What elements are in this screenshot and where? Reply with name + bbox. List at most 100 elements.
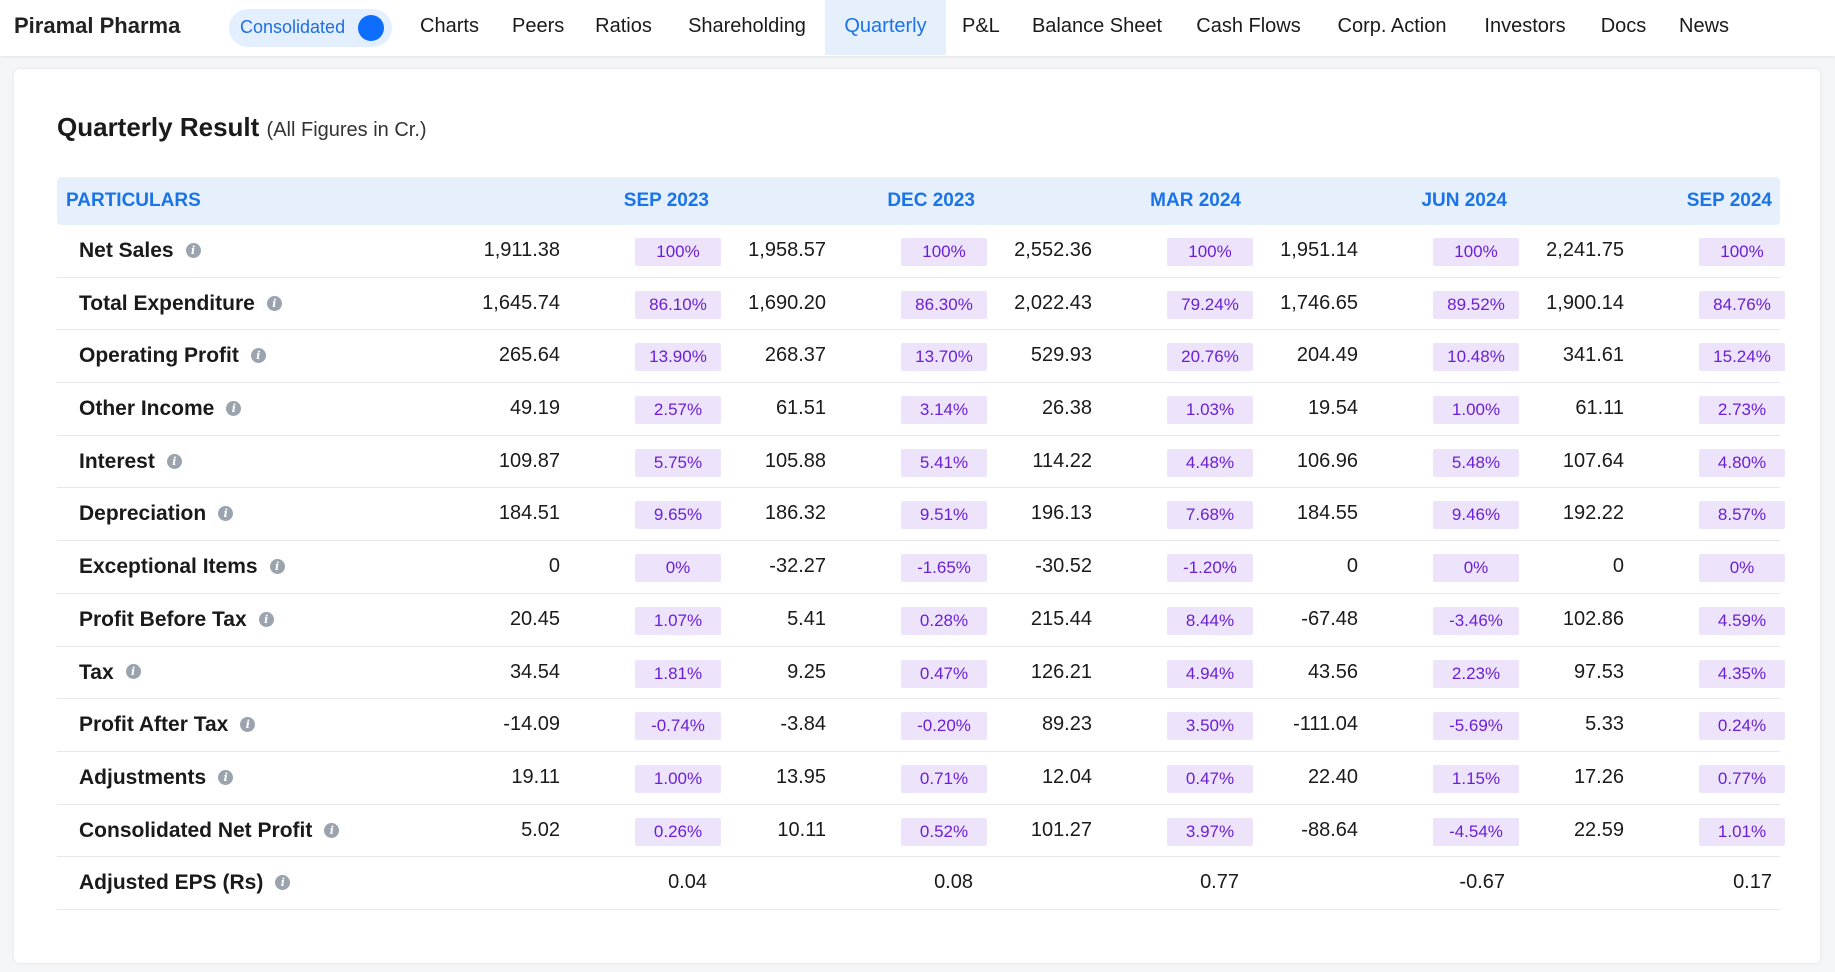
percent-badge: 100% <box>1167 238 1253 266</box>
percent-badge: 0% <box>635 554 721 583</box>
row-label: Profit After Tax i <box>79 699 256 750</box>
info-icon[interactable]: i <box>269 559 285 575</box>
percent-badge: 20.76% <box>1167 343 1253 372</box>
toggle-knob[interactable] <box>358 15 384 41</box>
tab-quarterly[interactable]: Quarterly <box>825 0 946 55</box>
company-name[interactable]: Piramal Pharma <box>14 13 181 38</box>
info-icon[interactable]: i <box>166 453 182 469</box>
cell-value: 184.51 <box>498 502 560 525</box>
percent-badge: 1.15% <box>1433 764 1519 793</box>
quarterly-result-card: Quarterly Result (All Figures in Cr.) PA… <box>14 69 1820 963</box>
info-icon[interactable]: i <box>258 611 274 627</box>
percent-badge: 0.71% <box>901 764 987 793</box>
cell-value: 186.32 <box>764 502 826 525</box>
percent-badge: 1.00% <box>635 764 721 793</box>
tab-p-l[interactable]: P&L <box>962 15 1000 37</box>
info-icon[interactable]: i <box>275 875 291 891</box>
section-subtitle: (All Figures in Cr.) <box>266 119 427 141</box>
percent-badge: 9.46% <box>1433 501 1519 530</box>
cell-value: 2,241.75 <box>1546 239 1624 261</box>
row-label-text: Adjustments <box>79 765 207 789</box>
percent-badge: 2.23% <box>1433 659 1519 688</box>
row-label: Profit Before Tax i <box>79 594 274 645</box>
cell-value: 5.02 <box>521 818 560 841</box>
percent-badge: 4.80% <box>1699 448 1785 477</box>
percent-badge: 3.14% <box>901 396 987 425</box>
percent-badge: 10.48% <box>1433 343 1519 372</box>
info-icon[interactable]: i <box>218 769 234 785</box>
row-label: Total Expenditure i <box>79 278 282 329</box>
cell-value: 0.04 <box>668 871 707 894</box>
consolidated-toggle[interactable]: Consolidated <box>229 9 392 47</box>
cell-value: 114.22 <box>1032 449 1092 472</box>
percent-badge: 4.35% <box>1699 659 1785 688</box>
percent-badge: -0.20% <box>901 712 987 741</box>
row-label: Adjustments i <box>79 752 234 803</box>
cell-value: 0 <box>548 555 560 578</box>
cell-value: 0.17 <box>1733 871 1772 894</box>
tab-news[interactable]: News <box>1679 15 1730 37</box>
percent-badge: 0.47% <box>901 659 987 688</box>
info-icon[interactable]: i <box>324 822 340 838</box>
tab-cash-flows[interactable]: Cash Flows <box>1196 15 1301 37</box>
info-icon[interactable]: i <box>218 506 234 522</box>
table-row: Interest i 109.87 5.75% 105.88 5.41% 114.22 4.4… <box>57 436 1785 489</box>
cell-value: -111.04 <box>1293 713 1358 736</box>
cell-value: 0.08 <box>934 871 973 894</box>
percent-badge: 2.57% <box>635 396 721 425</box>
row-label: Consolidated Net Profit i <box>79 805 340 856</box>
cell-value: 19.11 <box>511 765 560 788</box>
percent-badge: 3.50% <box>1167 712 1253 741</box>
cell-value: -67.48 <box>1301 607 1358 630</box>
cell-value: 341.61 <box>1562 344 1624 367</box>
column-header: DEC 2023 <box>887 190 975 211</box>
row-label-text: Depreciation <box>79 502 207 526</box>
percent-badge: 4.48% <box>1167 448 1253 477</box>
info-icon[interactable]: i <box>240 717 256 733</box>
cell-value: -14.09 <box>503 713 560 736</box>
info-icon[interactable]: i <box>250 348 266 364</box>
percent-badge: -4.54% <box>1433 817 1519 846</box>
cell-value: 43.56 <box>1307 660 1358 683</box>
particulars-header: PARTICULARS <box>66 190 201 211</box>
cell-value: 61.11 <box>1575 397 1624 420</box>
percent-badge: -0.74% <box>635 712 721 741</box>
percent-badge: 8.57% <box>1699 501 1785 530</box>
tab-charts[interactable]: Charts <box>420 15 479 37</box>
cell-value: 5.41 <box>787 607 826 630</box>
cell-value: 105.88 <box>764 449 826 472</box>
cell-value: -3.84 <box>780 713 826 736</box>
table-row: Total Expenditure i 1,645.74 86.10% 1,690.20… <box>57 278 1785 331</box>
percent-badge: 0.77% <box>1699 764 1785 793</box>
tab-investors[interactable]: Investors <box>1484 15 1566 37</box>
table-row: Other Income i 49.19 2.57% 61.51 3.14% 26.38 1.… <box>57 383 1785 436</box>
table-row: Operating Profit i 265.64 13.90% 268.37 13.70… <box>57 330 1785 384</box>
tab-corp-action[interactable]: Corp. Action <box>1337 15 1447 37</box>
percent-badge: 0.24% <box>1699 712 1785 741</box>
table-row: Consolidated Net Profit i 5.02 0.26% 10.11 0.… <box>57 805 1785 858</box>
info-icon[interactable]: i <box>226 401 242 417</box>
cell-value: -32.27 <box>769 555 826 578</box>
tab-docs[interactable]: Docs <box>1600 15 1647 37</box>
tab-peers[interactable]: Peers <box>512 15 565 37</box>
tab-ratios[interactable]: Ratios <box>595 15 652 37</box>
table-row: Tax i 34.54 1.81% 9.25 0.47% 126.21 4.94% 43.56 2… <box>57 647 1785 700</box>
table-body: Net Sales i 1,911.38 100% 1,958.57 100% 2,552.… <box>57 225 1785 910</box>
cell-value: 1,951.14 <box>1280 239 1358 261</box>
info-icon[interactable]: i <box>185 242 201 258</box>
percent-badge: 0% <box>1699 554 1785 583</box>
section-title-text: Quarterly Result <box>57 112 260 142</box>
row-label: Tax i <box>79 647 141 698</box>
info-icon[interactable]: i <box>125 664 141 680</box>
cell-value: 13.95 <box>775 765 826 788</box>
tab-shareholding[interactable]: Shareholding <box>688 15 806 37</box>
cell-value: 26.38 <box>1041 397 1092 420</box>
tab-balance-sheet[interactable]: Balance Sheet <box>1031 15 1163 37</box>
table-row: Adjustments i 19.11 1.00% 13.95 0.71% 12.04 0.4… <box>57 752 1785 805</box>
percent-badge: 84.76% <box>1699 290 1785 319</box>
percent-badge: 13.90% <box>635 343 721 372</box>
cell-value: 184.55 <box>1296 502 1358 525</box>
percent-badge: 1.00% <box>1433 396 1519 425</box>
info-icon[interactable]: i <box>266 295 282 311</box>
cell-value: 22.40 <box>1307 765 1358 788</box>
